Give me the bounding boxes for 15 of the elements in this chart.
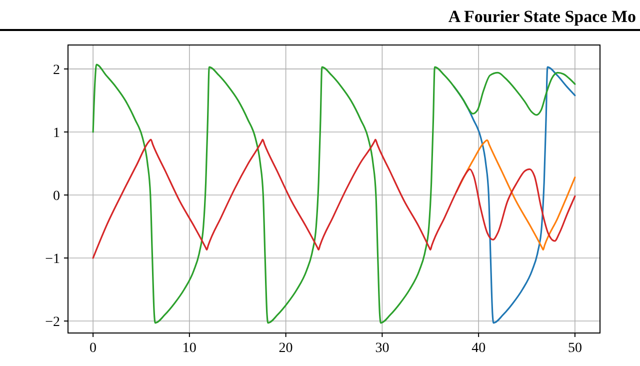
x-tick-label: 0 bbox=[90, 341, 97, 356]
x-tick-label: 30 bbox=[375, 341, 390, 356]
line-series bbox=[92, 138, 576, 259]
y-tick-label: 1 bbox=[53, 126, 60, 141]
line-series bbox=[456, 139, 576, 251]
y-tick-label: 2 bbox=[53, 62, 60, 78]
y-tick-label: −1 bbox=[45, 252, 60, 268]
x-tick-label: 20 bbox=[278, 341, 293, 356]
x-tick-label: 50 bbox=[568, 341, 582, 356]
y-tick-label: 0 bbox=[53, 188, 60, 204]
line-series bbox=[92, 64, 576, 324]
x-tick-label: 10 bbox=[182, 341, 196, 356]
y-tick-label: −2 bbox=[45, 315, 60, 330]
x-tick-label: 40 bbox=[472, 341, 486, 356]
chart-title: A Fourier State Space Mo bbox=[448, 7, 636, 26]
